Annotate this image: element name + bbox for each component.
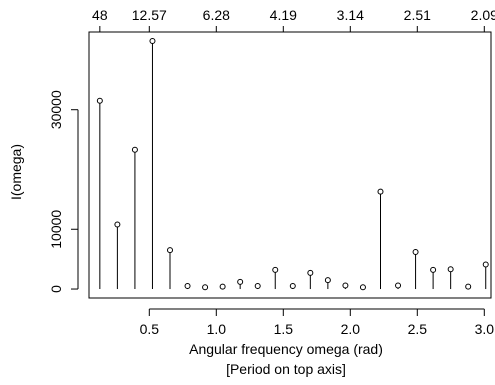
data-point: [324, 277, 331, 284]
data-point: [359, 284, 366, 291]
x-tick-label: 3.0: [475, 321, 495, 337]
data-point: [289, 283, 296, 290]
data-point: [114, 221, 121, 228]
data-point: [96, 97, 103, 104]
data-point: [131, 146, 138, 153]
top-tick-label: 6.28: [203, 7, 230, 23]
x-tick-label: 2.5: [408, 321, 428, 337]
y-tick-label: 30000: [48, 90, 64, 129]
data-point: [219, 283, 226, 290]
y-axis-title: I(omega): [8, 144, 24, 200]
plot-frame: [88, 31, 492, 299]
data-point: [395, 282, 402, 289]
data-point: [377, 188, 384, 195]
data-point: [307, 269, 314, 276]
data-point: [465, 283, 472, 290]
y-tick-label: 10000: [48, 210, 64, 249]
y-tick-label: 0: [48, 285, 64, 293]
top-tick-label: 3.14: [337, 7, 364, 23]
x-tick-label: 1.0: [207, 321, 227, 337]
x-tick-label: 1.5: [274, 321, 294, 337]
x-tick-label: 2.0: [341, 321, 361, 337]
data-point: [202, 284, 209, 291]
data-point: [272, 266, 279, 273]
x-tick-label: 0.5: [140, 321, 160, 337]
data-point: [254, 283, 261, 290]
data-point: [447, 266, 454, 273]
top-tick-label: 12.57: [132, 7, 167, 23]
data-point: [430, 266, 437, 273]
data-point: [237, 278, 244, 285]
x-axis-title: Angular frequency omega (rad): [189, 341, 383, 357]
top-tick-label: 2.09: [471, 7, 495, 23]
top-tick-label: 4.19: [270, 7, 297, 23]
data-point: [342, 282, 349, 289]
data-point: [149, 37, 156, 44]
top-tick-label: 48: [92, 7, 108, 23]
data-point: [412, 248, 419, 255]
data-point: [482, 261, 489, 268]
data-point: [184, 283, 191, 290]
top-tick-label: 2.51: [404, 7, 431, 23]
data-point: [167, 247, 174, 254]
x-axis-subtitle: [Period on top axis]: [226, 361, 346, 377]
